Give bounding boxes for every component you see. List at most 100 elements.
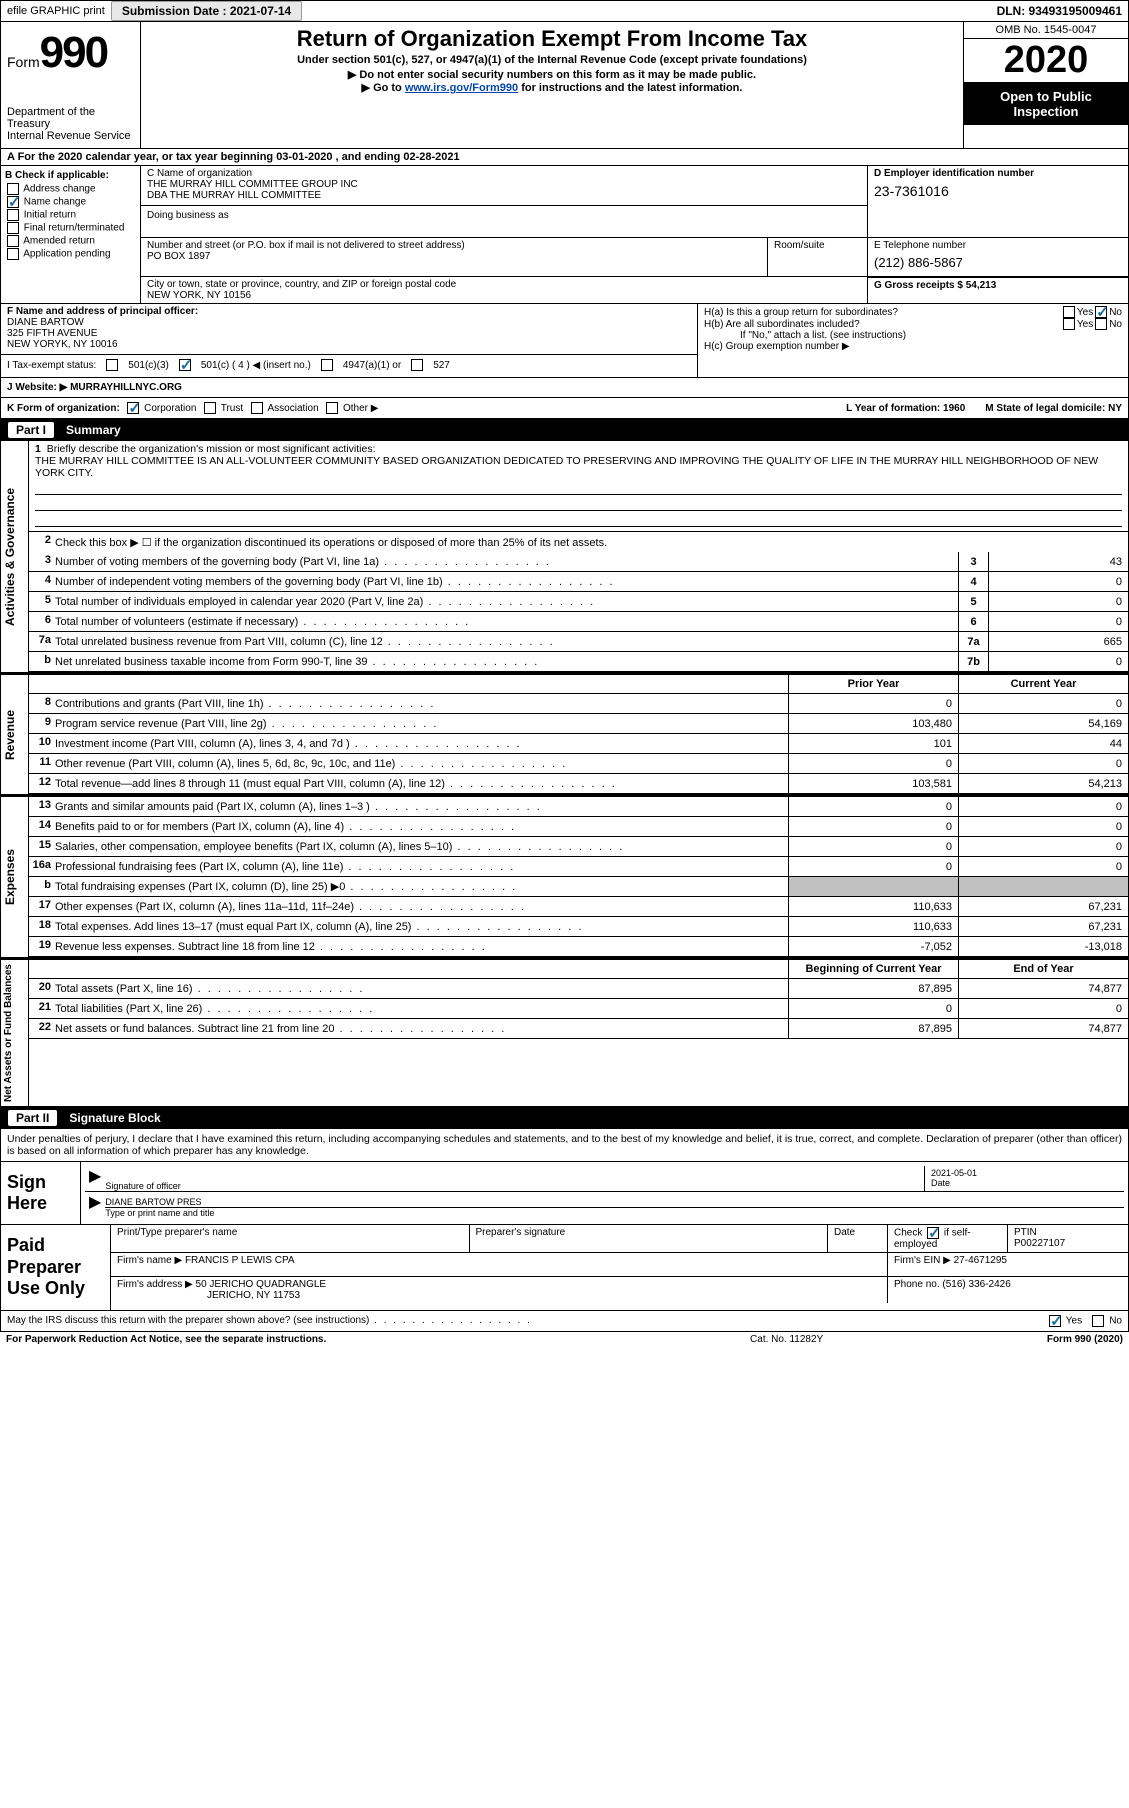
omb-number: OMB No. 1545-0047 [964, 22, 1128, 39]
hb-no[interactable] [1095, 318, 1107, 330]
hdr-prior-year: Prior Year [788, 675, 958, 693]
summary-line: 3Number of voting members of the governi… [29, 552, 1128, 572]
check-501c3[interactable] [106, 359, 118, 371]
year-formation: L Year of formation: 1960 [846, 403, 965, 414]
tab-revenue: Revenue [1, 675, 29, 794]
mission-block: 1 Briefly describe the organization's mi… [29, 441, 1128, 532]
preparer-name-label: Print/Type preparer's name [111, 1225, 470, 1252]
form-note-1: ▶ Do not enter social security numbers o… [151, 68, 953, 81]
city-value: NEW YORK, NY 10156 [147, 290, 861, 301]
ein-value: 23-7361016 [874, 179, 1122, 203]
check-initial-return[interactable]: Initial return [5, 209, 136, 221]
check-other[interactable] [326, 402, 338, 414]
f-h-row: F Name and address of principal officer:… [0, 304, 1129, 378]
submission-date-button[interactable]: Submission Date : 2021-07-14 [111, 1, 302, 21]
tel-label: E Telephone number [874, 240, 1122, 251]
summary-line: 15Salaries, other compensation, employee… [29, 837, 1128, 857]
h-a-label: H(a) Is this a group return for subordin… [704, 307, 1061, 318]
hb-yes[interactable] [1063, 318, 1075, 330]
part-2-header: Part II Signature Block [0, 1107, 1129, 1129]
net-assets-section: Net Assets or Fund Balances Beginning of… [0, 958, 1129, 1107]
check-self-pre: Check [894, 1228, 922, 1239]
summary-line: 7aTotal unrelated business revenue from … [29, 632, 1128, 652]
check-assoc[interactable] [251, 402, 263, 414]
firm-ein-label: Firm's EIN ▶ [894, 1255, 951, 1266]
officer-street: 325 FIFTH AVENUE [7, 328, 691, 339]
check-self-employed[interactable] [927, 1227, 939, 1239]
ha-no[interactable] [1095, 306, 1107, 318]
form-subtitle: Under section 501(c), 527, or 4947(a)(1)… [151, 54, 953, 66]
tel-value: (212) 886-5867 [874, 251, 1122, 274]
sig-type-label: Type or print name and title [105, 1208, 1124, 1218]
h-c-label: H(c) Group exemption number ▶ [704, 341, 1122, 352]
summary-line: 21Total liabilities (Part X, line 26)00 [29, 999, 1128, 1019]
dln-label: DLN: 93493195009461 [991, 1, 1128, 21]
check-app-pending[interactable]: Application pending [5, 248, 136, 260]
check-4947[interactable] [321, 359, 333, 371]
discuss-yes[interactable] [1049, 1315, 1061, 1327]
summary-line: 4Number of independent voting members of… [29, 572, 1128, 592]
firm-addr: 50 JERICHO QUADRANGLE [196, 1279, 327, 1290]
box-b-header: B Check if applicable: [5, 170, 136, 181]
summary-line: 13Grants and similar amounts paid (Part … [29, 797, 1128, 817]
check-501c[interactable] [179, 359, 191, 371]
box-f: F Name and address of principal officer:… [1, 304, 698, 377]
summary-line: bNet unrelated business taxable income f… [29, 652, 1128, 672]
info-grid: B Check if applicable: Address change Na… [0, 166, 1129, 304]
part-2-title: Signature Block [69, 1111, 160, 1125]
summary-line: 12Total revenue—add lines 8 through 11 (… [29, 774, 1128, 794]
street-label: Number and street (or P.O. box if mail i… [147, 240, 761, 251]
part-2-num: Part II [8, 1110, 57, 1126]
city-label: City or town, state or province, country… [147, 279, 861, 290]
summary-line: 14Benefits paid to or for members (Part … [29, 817, 1128, 837]
ein-label: D Employer identification number [874, 168, 1122, 179]
preparer-date-label: Date [828, 1225, 888, 1252]
firm-phone-label: Phone no. [894, 1279, 940, 1290]
check-final-return[interactable]: Final return/terminated [5, 222, 136, 234]
check-amended[interactable]: Amended return [5, 235, 136, 247]
summary-line: 8Contributions and grants (Part VIII, li… [29, 694, 1128, 714]
form-title-row: Form990 Department of the Treasury Inter… [0, 22, 1129, 149]
form-version: Form 990 (2020) [1047, 1334, 1123, 1345]
mission-num: 1 [35, 443, 41, 455]
sig-name-title: DIANE BARTOW PRES [105, 1197, 1124, 1208]
check-527[interactable] [411, 359, 423, 371]
summary-line: 16aProfessional fundraising fees (Part I… [29, 857, 1128, 877]
org-name-label: C Name of organization [147, 168, 861, 179]
part-1-title: Summary [66, 423, 121, 437]
check-address-change[interactable]: Address change [5, 183, 136, 195]
firm-name-label: Firm's name ▶ [117, 1255, 182, 1266]
box-b: B Check if applicable: Address change Na… [1, 166, 141, 303]
summary-line: 11Other revenue (Part VIII, column (A), … [29, 754, 1128, 774]
sig-date: 2021-05-01 [931, 1168, 977, 1178]
check-name-change[interactable]: Name change [5, 196, 136, 208]
discuss-no[interactable] [1092, 1315, 1104, 1327]
website-label: J Website: ▶ [7, 382, 67, 393]
part-1-num: Part I [8, 422, 54, 438]
city-cell: City or town, state or province, country… [141, 277, 868, 303]
summary-line: 17Other expenses (Part IX, column (A), l… [29, 897, 1128, 917]
ha-yes[interactable] [1063, 306, 1075, 318]
paperwork-notice: For Paperwork Reduction Act Notice, see … [6, 1334, 526, 1345]
tax-year: 2020 [964, 39, 1128, 83]
preparer-sig-label: Preparer's signature [470, 1225, 829, 1252]
summary-section: Activities & Governance 1 Briefly descri… [0, 441, 1129, 673]
summary-line: 19Revenue less expenses. Subtract line 1… [29, 937, 1128, 957]
summary-line: 5Total number of individuals employed in… [29, 592, 1128, 612]
j-row: J Website: ▶ MURRAYHILLNYC.ORG [0, 378, 1129, 398]
dept-label: Department of the Treasury Internal Reve… [7, 106, 134, 142]
check-corp[interactable] [127, 402, 139, 414]
expenses-section: Expenses 13Grants and similar amounts pa… [0, 795, 1129, 958]
state-domicile: M State of legal domicile: NY [985, 403, 1122, 414]
summary-line: 20Total assets (Part X, line 16)87,89574… [29, 979, 1128, 999]
note2-post: for instructions and the latest informat… [518, 82, 742, 94]
summary-line: 22Net assets or fund balances. Subtract … [29, 1019, 1128, 1039]
efile-header: efile GRAPHIC print Submission Date : 20… [0, 0, 1129, 22]
discuss-question: May the IRS discuss this return with the… [7, 1315, 532, 1326]
h-b-label: H(b) Are all subordinates included? [704, 319, 1061, 330]
status-label: I Tax-exempt status: [7, 360, 96, 371]
tab-net-assets: Net Assets or Fund Balances [1, 960, 29, 1106]
arrow-icon: ▶ [85, 1166, 105, 1191]
instructions-link[interactable]: www.irs.gov/Form990 [405, 82, 518, 94]
check-trust[interactable] [204, 402, 216, 414]
